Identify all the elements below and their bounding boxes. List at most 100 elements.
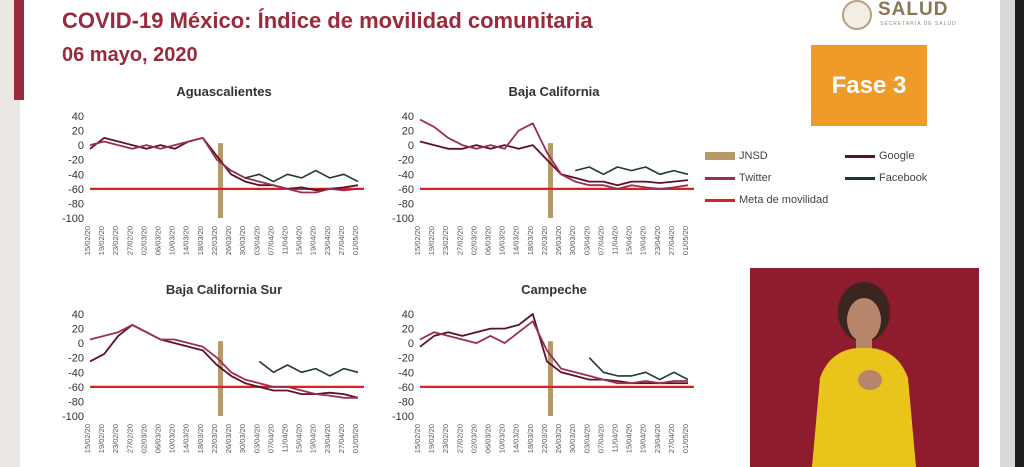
- series-line-google: [419, 140, 689, 187]
- x-tick-label: 18/03/20: [196, 424, 205, 453]
- y-tick-label: 0: [78, 338, 84, 350]
- x-tick-label: 27/02/20: [455, 226, 464, 255]
- x-tick-label: 30/03/20: [238, 424, 247, 453]
- x-tick-label: 10/03/20: [498, 424, 507, 453]
- x-tick-label: 06/03/20: [154, 226, 163, 255]
- x-tick-label: 11/04/20: [280, 424, 289, 453]
- y-tick-label: 40: [402, 309, 414, 321]
- x-tick-label: 19/02/20: [97, 424, 106, 453]
- side-pattern-strip: [0, 0, 20, 467]
- x-tick-label: 27/04/20: [667, 424, 676, 453]
- x-tick-label: 15/02/20: [83, 226, 92, 255]
- x-tick-label: 06/03/20: [154, 424, 163, 453]
- y-tick-label: -20: [398, 353, 414, 365]
- x-tick-label: 30/03/20: [238, 226, 247, 255]
- x-tick-label: 14/03/20: [182, 424, 191, 453]
- x-tick-label: 02/03/20: [469, 226, 478, 255]
- x-tick-label: 07/04/20: [596, 424, 605, 453]
- y-tick-label: -80: [68, 396, 84, 408]
- x-tick-label: 06/03/20: [484, 424, 493, 453]
- legend-item-facebook: Facebook: [845, 172, 927, 184]
- x-tick-label: 15/02/20: [413, 424, 422, 453]
- x-tick-label: 27/04/20: [337, 226, 346, 255]
- phase-badge: Fase 3: [811, 45, 927, 126]
- x-tick-label: 23/04/20: [653, 226, 662, 255]
- x-tick-label: 10/03/20: [498, 226, 507, 255]
- x-tick-label: 11/04/20: [610, 226, 619, 255]
- legend-label-twitter: Twitter: [739, 172, 772, 184]
- x-tick-label: 19/04/20: [309, 226, 318, 255]
- x-tick-label: 19/04/20: [639, 424, 648, 453]
- y-tick-label: -100: [62, 213, 84, 225]
- series-line-twitter: [419, 118, 689, 190]
- chart-baja-california-sur: Baja California Sur 40 20 0 -20 -40 -60 -80 -100…: [62, 282, 364, 453]
- y-tick-label: -60: [398, 184, 414, 196]
- y-tick-label: -20: [398, 155, 414, 167]
- x-tick-label: 30/03/20: [568, 226, 577, 255]
- legend-swatch-meta: [705, 198, 735, 202]
- x-tick-label: 22/03/20: [210, 226, 219, 255]
- phase-label: Fase 3: [831, 71, 907, 99]
- x-tick-label: 26/03/20: [554, 424, 563, 453]
- x-tick-label: 27/02/20: [125, 226, 134, 255]
- series-line-facebook: [258, 360, 359, 377]
- chart-title: Campeche: [521, 282, 587, 297]
- y-tick-label: -80: [68, 198, 84, 210]
- series-line-twitter: [89, 324, 358, 399]
- brand-accent-bar: [14, 0, 24, 100]
- y-tick-label: -60: [398, 382, 414, 394]
- legend-swatch-facebook: [845, 176, 875, 180]
- y-tick-label: 0: [408, 140, 414, 152]
- interpreter-figure: [812, 282, 916, 467]
- x-tick-label: 15/04/20: [625, 226, 634, 255]
- x-tick-label: 27/02/20: [125, 424, 134, 453]
- y-tick-label: -20: [68, 353, 84, 365]
- x-tick-label: 14/03/20: [512, 226, 521, 255]
- y-tick-label: 20: [402, 126, 414, 138]
- y-tick-label: -20: [68, 155, 84, 167]
- legend-label-google: Google: [879, 150, 915, 162]
- x-tick-label: 10/03/20: [168, 424, 177, 453]
- y-tick-label: 20: [402, 324, 414, 336]
- x-tick-label: 27/02/20: [455, 424, 464, 453]
- x-tick-label: 07/04/20: [266, 424, 275, 453]
- x-tick-label: 26/03/20: [224, 226, 233, 255]
- y-tick-label: -40: [68, 169, 84, 181]
- y-tick-label: -40: [68, 367, 84, 379]
- x-tick-label: 19/04/20: [639, 226, 648, 255]
- x-tick-label: 18/03/20: [196, 226, 205, 255]
- series-line-twitter: [89, 137, 359, 194]
- x-tick-label: 22/03/20: [210, 424, 219, 453]
- x-tick-label: 19/02/20: [427, 424, 436, 453]
- x-tick-label: 22/03/20: [540, 424, 549, 453]
- x-tick-label: 15/02/20: [413, 226, 422, 255]
- y-tick-label: -60: [68, 184, 84, 196]
- x-tick-label: 01/05/20: [681, 226, 690, 255]
- jnsd-marker: [217, 143, 223, 218]
- legend-swatch-twitter: [705, 176, 735, 180]
- chart-title: Baja California: [508, 84, 600, 99]
- sign-language-interpreter-video: [750, 268, 979, 467]
- x-tick-label: 03/04/20: [582, 226, 591, 255]
- x-tick-label: 03/04/20: [252, 424, 261, 453]
- x-tick-label: 06/03/20: [484, 226, 493, 255]
- y-tick-label: -100: [62, 411, 84, 423]
- x-tick-label: 23/02/20: [441, 424, 450, 453]
- x-tick-label: 23/04/20: [323, 424, 332, 453]
- x-tick-label: 27/04/20: [337, 424, 346, 453]
- x-tick-label: 30/03/20: [568, 424, 577, 453]
- x-tick-label: 15/04/20: [625, 424, 634, 453]
- legend-label-facebook: Facebook: [879, 172, 928, 184]
- x-tick-label: 02/03/20: [469, 424, 478, 453]
- page-date: 06 mayo, 2020: [62, 44, 198, 66]
- x-tick-label: 22/03/20: [540, 226, 549, 255]
- window-edge-dark: [1015, 0, 1024, 467]
- salud-logo: SALUD SECRETARÍA DE SALUD: [842, 0, 1002, 34]
- x-tick-label: 07/04/20: [266, 226, 275, 255]
- y-tick-label: -100: [392, 411, 414, 423]
- x-tick-label: 19/02/20: [427, 226, 436, 255]
- legend-item-jnsd: JNSD: [705, 150, 768, 162]
- x-tick-label: 23/02/20: [111, 424, 120, 453]
- logo-text: SALUD: [878, 0, 949, 20]
